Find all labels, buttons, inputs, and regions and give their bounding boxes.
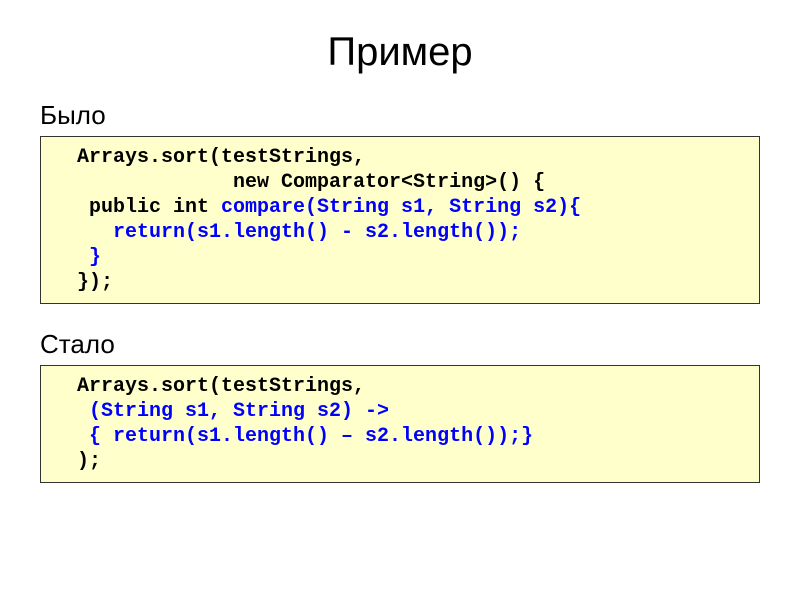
code-line: { return(s1.length() – s2.length());} [53, 425, 533, 448]
code-line: ); [53, 450, 101, 473]
code-line: } [53, 246, 101, 269]
section-after-label: Стало [40, 329, 760, 360]
code-line: Arrays.sort(testStrings, [53, 375, 365, 398]
code-after-box: Arrays.sort(testStrings, (String s1, Str… [40, 365, 760, 483]
section-before-label: Было [40, 100, 760, 131]
slide-title: Пример [40, 30, 760, 75]
code-line: compare(String s1, String s2){ [221, 196, 581, 219]
code-line: return(s1.length() - s2.length()); [53, 221, 521, 244]
code-line: Arrays.sort(testStrings, [53, 146, 365, 169]
code-line: }); [53, 271, 113, 294]
code-line: public int [53, 196, 221, 219]
code-before-box: Arrays.sort(testStrings, new Comparator<… [40, 136, 760, 304]
code-line: (String s1, String s2) -> [53, 400, 389, 423]
code-line: new Comparator<String>() { [53, 171, 545, 194]
